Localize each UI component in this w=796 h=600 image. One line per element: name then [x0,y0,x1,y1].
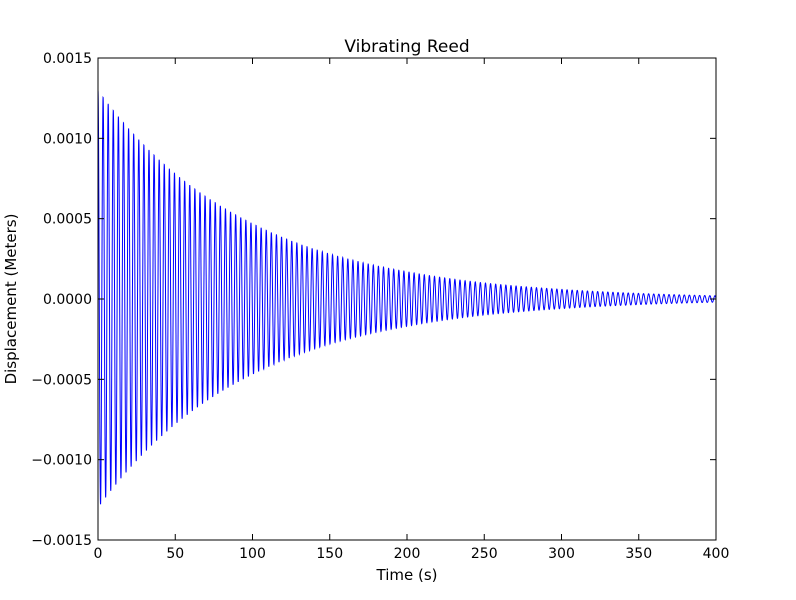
x-tick-label: 350 [625,546,652,562]
x-tick-label: 400 [703,546,730,562]
y-tick-label: 0.0000 [43,292,92,308]
y-tick-label: 0.0005 [43,212,92,228]
y-axis-label: Displacement (Meters) [2,214,20,385]
x-tick-label: 300 [548,546,575,562]
y-axis: −0.0015 −0.0010 −0.0005 0.0000 0.0005 0.0010 0… [31,51,716,549]
chart-title: Vibrating Reed [344,37,469,57]
x-tick-label: 50 [166,546,184,562]
y-tick-label: −0.0005 [31,372,92,388]
x-tick-label: 200 [394,546,421,562]
x-axis: 0 50 100 150 200 250 300 350 400 [94,58,730,562]
x-tick-label: 100 [239,546,266,562]
y-tick-label: −0.0010 [31,453,92,469]
y-tick-label: 0.0010 [43,131,92,147]
x-tick-label: 250 [471,546,498,562]
x-tick-label: 150 [316,546,343,562]
series-line [98,90,716,505]
y-tick-label: −0.0015 [31,533,92,549]
y-tick-label: 0.0015 [43,51,92,67]
x-axis-label: Time (s) [376,566,438,584]
x-tick-label: 0 [94,546,103,562]
